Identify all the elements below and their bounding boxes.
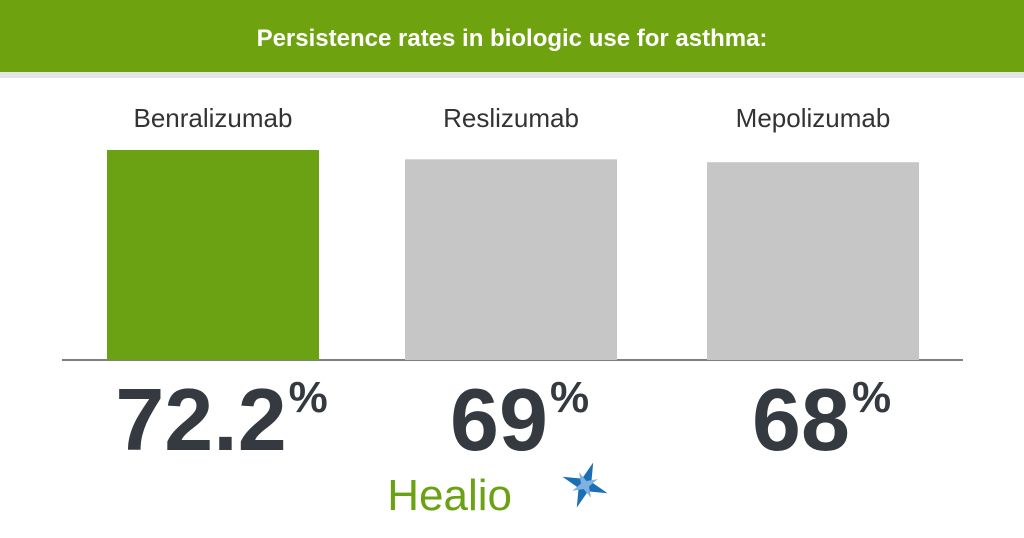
value-label: 68 bbox=[752, 370, 850, 469]
banner-shadow bbox=[0, 72, 1024, 78]
bar bbox=[107, 150, 319, 360]
title-banner bbox=[0, 0, 1024, 72]
category-label: Benralizumab bbox=[134, 103, 293, 133]
logo-star bbox=[562, 462, 608, 508]
value-unit: % bbox=[289, 373, 328, 422]
bar bbox=[707, 162, 919, 360]
category-label: Reslizumab bbox=[443, 103, 579, 133]
category-label: Mepolizumab bbox=[736, 103, 891, 133]
chart-title: Persistence rates in biologic use for as… bbox=[257, 25, 768, 52]
value-unit: % bbox=[852, 373, 891, 422]
value-label: 69 bbox=[450, 370, 548, 469]
logo-text: Healio bbox=[387, 471, 512, 520]
value-unit: % bbox=[550, 373, 589, 422]
bar bbox=[405, 159, 617, 360]
value-label: 72.2 bbox=[115, 370, 286, 469]
